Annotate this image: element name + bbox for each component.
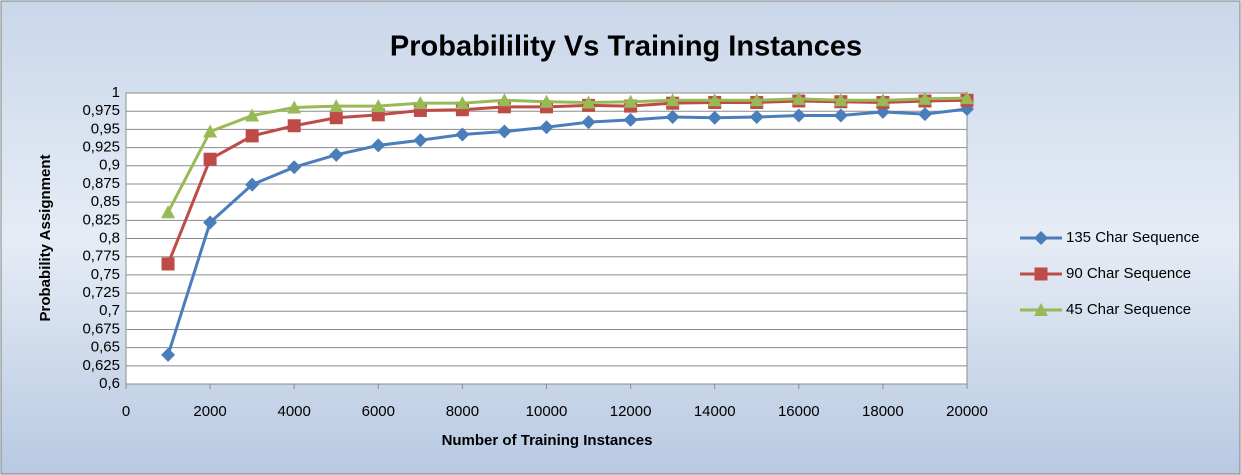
y-tick-label: 0,925: [82, 139, 120, 156]
data-point: [581, 95, 596, 109]
data-point: [371, 99, 386, 113]
y-axis-label: Probability Assignment: [37, 155, 54, 322]
data-point: [497, 93, 512, 107]
x-tick-label: 12000: [610, 403, 652, 420]
y-tick-label: 0,875: [82, 175, 120, 192]
y-tick-label: 0,825: [82, 211, 120, 228]
legend-label: 90 Char Sequence: [1066, 265, 1191, 282]
x-tick-label: 10000: [526, 403, 568, 420]
data-point: [497, 124, 512, 139]
y-tick-label: 0,95: [91, 120, 120, 137]
data-point: [749, 93, 764, 107]
data-point: [707, 110, 722, 125]
x-tick-label: 0: [122, 403, 130, 420]
legend-label: 135 Char Sequence: [1066, 229, 1199, 246]
y-tick-label: 0,9: [99, 157, 120, 174]
data-point: [455, 96, 470, 110]
x-tick-label: 8000: [446, 403, 479, 420]
data-point: [707, 93, 722, 107]
data-point: [539, 94, 554, 108]
data-point: [623, 112, 638, 127]
data-point: [917, 91, 932, 105]
x-tick-label: 6000: [362, 403, 395, 420]
data-point: [329, 147, 344, 162]
x-tick-label: 14000: [694, 403, 736, 420]
x-axis-label: Number of Training Instances: [442, 432, 653, 449]
y-tick-label: 0,725: [82, 284, 120, 301]
data-point: [455, 127, 470, 142]
y-tick-label: 0,625: [82, 357, 120, 374]
x-tick-label: 18000: [862, 403, 904, 420]
data-point: [875, 93, 890, 107]
y-tick-label: 0,85: [91, 193, 120, 210]
series-line: [166, 96, 968, 214]
y-tick-label: 0,6: [99, 375, 120, 392]
data-point: [161, 257, 175, 271]
data-point: [329, 111, 343, 125]
data-point: [413, 133, 428, 148]
data-point: [371, 138, 386, 153]
data-point: [203, 124, 218, 138]
y-tick-label: 0,8: [99, 229, 120, 246]
data-point: [413, 96, 428, 110]
data-point: [917, 107, 932, 122]
data-point: [665, 93, 680, 107]
data-point: [960, 91, 974, 105]
y-tick-label: 0,675: [82, 320, 120, 337]
legend-marker: [1034, 267, 1048, 281]
y-tick-label: 0,775: [82, 248, 120, 265]
data-point: [161, 205, 176, 219]
data-point: [287, 119, 301, 133]
legend-marker: [1034, 231, 1048, 245]
data-point: [581, 115, 596, 130]
data-point: [833, 93, 848, 107]
data-point: [287, 160, 302, 175]
data-point: [791, 91, 806, 105]
data-point: [161, 347, 176, 362]
data-point: [245, 129, 259, 143]
chart-title: Probabilility Vs Training Instances: [390, 31, 862, 63]
x-tick-label: 20000: [946, 403, 988, 420]
y-tick-label: 0,7: [99, 302, 120, 319]
data-point: [203, 215, 218, 230]
data-point: [791, 108, 806, 123]
data-point: [833, 108, 848, 123]
data-point: [665, 110, 680, 125]
y-tick-label: 0,65: [91, 339, 120, 356]
series-line: [166, 98, 968, 265]
data-point: [539, 120, 554, 135]
data-point: [245, 108, 260, 122]
legend-label: 45 Char Sequence: [1066, 301, 1191, 318]
data-point: [245, 177, 260, 192]
x-tick-label: 16000: [778, 403, 820, 420]
x-tick-label: 4000: [278, 403, 311, 420]
data-point: [623, 94, 638, 108]
y-tick-label: 0,975: [82, 102, 120, 119]
legend-marker: [1034, 303, 1048, 316]
data-point: [287, 100, 302, 114]
series-line: [166, 107, 968, 356]
data-point: [329, 99, 344, 113]
y-tick-label: 1: [112, 84, 120, 101]
y-tick-label: 0,75: [91, 266, 120, 283]
x-tick-label: 2000: [193, 403, 226, 420]
data-point: [203, 152, 217, 166]
data-point: [749, 110, 764, 125]
